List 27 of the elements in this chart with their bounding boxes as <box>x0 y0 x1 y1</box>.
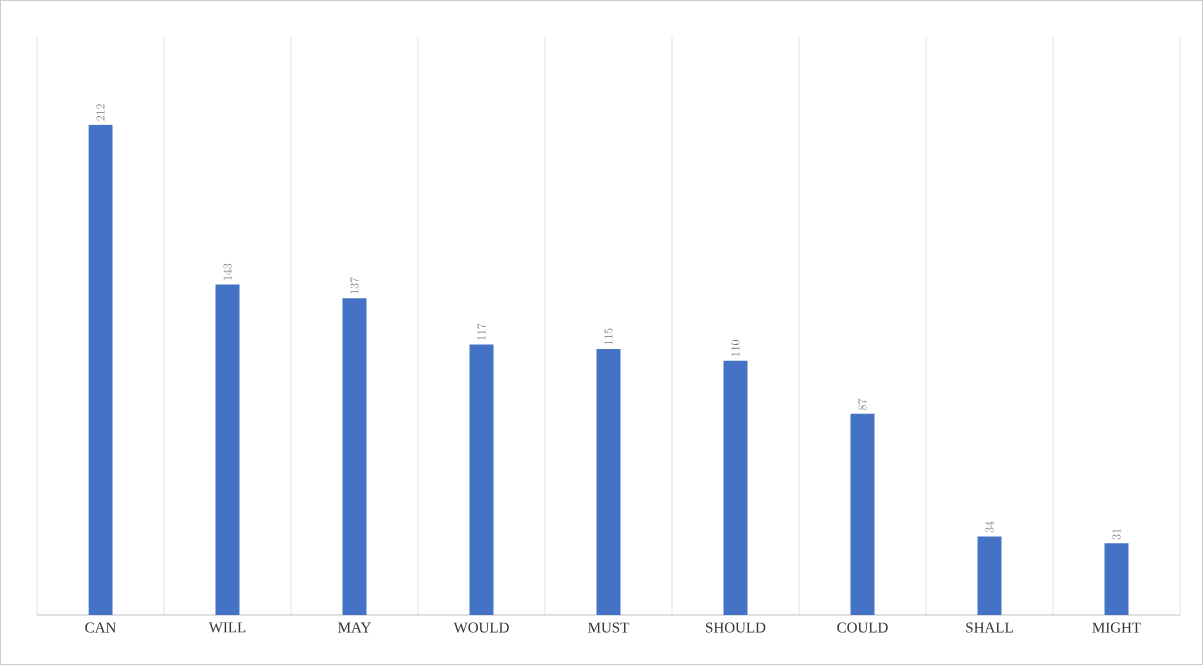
bar <box>723 360 748 615</box>
x-tick-label: MAY <box>338 622 371 633</box>
x-tick-label: WILL <box>208 622 246 633</box>
x-tick-label: COULD <box>837 622 888 633</box>
bar <box>469 344 494 615</box>
bar <box>1104 543 1129 615</box>
bar <box>88 124 113 615</box>
data-label: 34 <box>985 521 994 533</box>
data-label: 117 <box>477 323 486 340</box>
data-label: 110 <box>731 340 740 357</box>
bar <box>215 284 240 615</box>
x-tick-label: MIGHT <box>1092 622 1141 633</box>
bar <box>342 298 367 615</box>
data-label: 143 <box>223 263 232 280</box>
bar <box>596 349 621 615</box>
data-label: 115 <box>604 328 613 345</box>
x-tick-label: SHALL <box>966 622 1013 633</box>
bar <box>850 413 875 615</box>
data-label: 137 <box>350 277 359 294</box>
data-label: 212 <box>96 104 105 121</box>
x-tick-label: SHOULD <box>706 622 766 633</box>
data-label: 87 <box>858 398 867 410</box>
x-tick-label: CAN <box>85 622 116 633</box>
data-label: 31 <box>1112 529 1121 540</box>
bar <box>977 536 1002 615</box>
x-tick-label: WOULD <box>453 622 509 633</box>
x-tick-label: MUST <box>588 622 630 633</box>
